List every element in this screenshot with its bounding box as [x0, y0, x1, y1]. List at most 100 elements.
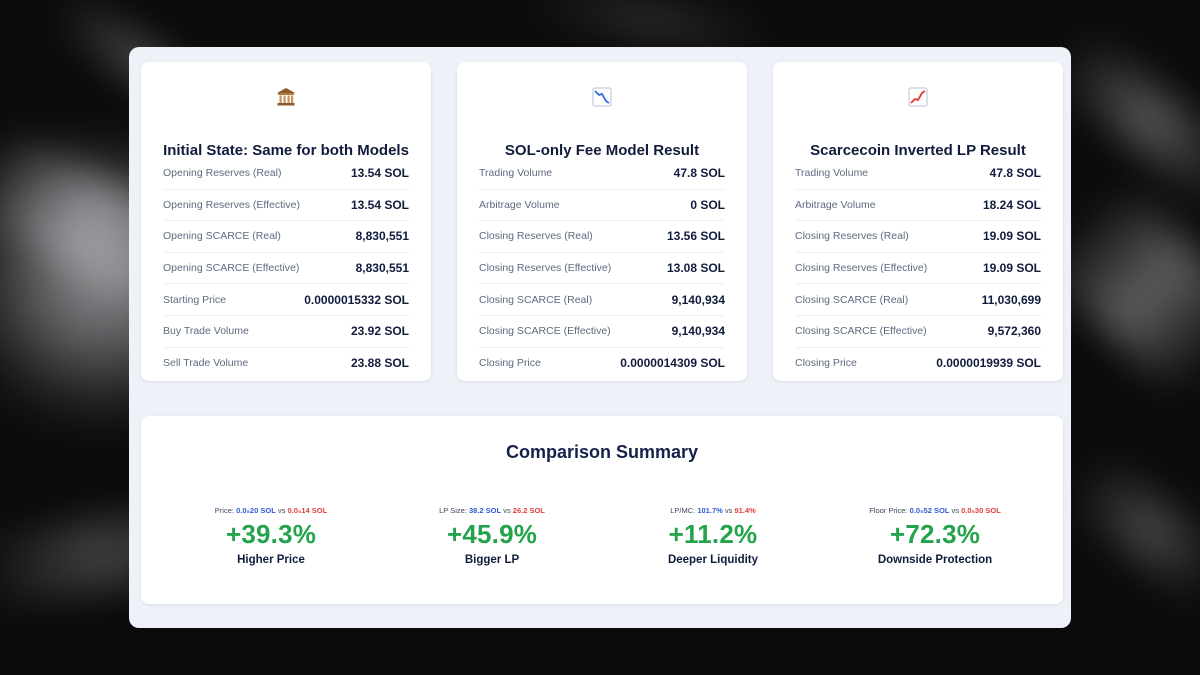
metric-comparison: Floor Price: 0.0₅52 SOL vs 0.0₅30 SOL: [835, 506, 1035, 515]
stat-value: 18.24 SOL: [982, 197, 1041, 212]
stat-row: Opening Reserves (Real) 13.54 SOL: [163, 158, 409, 190]
metric-vs: vs: [724, 506, 733, 515]
metric-percentage: +72.3%: [889, 519, 981, 549]
stat-row: Opening Reserves (Effective) 13.54 SOL: [163, 190, 409, 222]
chart-increasing-icon: [773, 86, 1063, 110]
stat-label: Closing Reserves (Real): [795, 230, 909, 243]
stat-value: 13.54 SOL: [350, 197, 409, 212]
card-title: Initial State: Same for both Models: [163, 142, 409, 159]
chart-decreasing-icon: [457, 86, 747, 110]
stat-label: Trading Volume: [479, 167, 553, 180]
stat-label: Closing Reserves (Effective): [795, 262, 928, 275]
card-title: SOL-only Fee Model Result: [504, 142, 700, 159]
metric-value-b: 0.0₅14 SOL: [287, 506, 328, 515]
sol-only-fee-card: SOL-only Fee Model Result Trading Volume…: [457, 62, 747, 381]
metric-value-b: 0.0₅30 SOL: [961, 506, 1001, 515]
stat-label: Closing SCARCE (Effective): [795, 325, 927, 338]
metric-comparison: LP Size: 38.2 SOL vs 26.2 SOL: [392, 506, 592, 515]
comparison-summary-card: Comparison Summary Price: 0.0₅20 SOL vs …: [141, 416, 1063, 604]
stat-label: Closing SCARCE (Effective): [479, 325, 611, 338]
card-title: Scarcecoin Inverted LP Result: [810, 142, 1026, 159]
metric-downside-protection: Floor Price: 0.0₅52 SOL vs 0.0₅30 SOL +7…: [835, 506, 1035, 566]
stat-value: 23.88 SOL: [350, 355, 409, 370]
metric-value-a: 38.2 SOL: [468, 506, 502, 515]
stat-row: Closing SCARCE (Effective) 9,140,934: [479, 316, 725, 348]
stat-value: 47.8 SOL: [989, 166, 1041, 181]
metric-percentage: +39.3%: [225, 519, 317, 549]
stat-row: Starting Price 0.0000015332 SOL: [163, 284, 409, 316]
stat-label: Arbitrage Volume: [479, 198, 560, 211]
stat-value: 23.92 SOL: [350, 324, 409, 339]
metric-prefix: LP Size:: [439, 506, 467, 515]
metric-prefix: Floor Price:: [869, 506, 908, 515]
stat-value: 9,572,360: [987, 324, 1041, 339]
metric-vs: vs: [951, 506, 959, 515]
bank-icon: [141, 86, 431, 110]
stat-value: 19.09 SOL: [982, 229, 1041, 244]
stat-value: 9,140,934: [671, 324, 725, 339]
stat-label: Opening SCARCE (Effective): [163, 262, 300, 275]
stat-row: Trading Volume 47.8 SOL: [479, 158, 725, 190]
stat-label: Closing SCARCE (Real): [479, 293, 593, 306]
initial-state-card: Initial State: Same for both Models Open…: [141, 62, 431, 381]
stat-value: 13.08 SOL: [666, 261, 725, 276]
stat-row: Sell Trade Volume 23.88 SOL: [163, 348, 409, 379]
metric-prefix: Price:: [214, 506, 234, 515]
metric-percentage: +45.9%: [446, 519, 538, 549]
metric-value-a: 101.7%: [697, 506, 723, 515]
metric-higher-price: Price: 0.0₅20 SOL vs 0.0₅14 SOL +39.3% H…: [171, 506, 371, 566]
metric-deeper-liquidity: LP/MC: 101.7% vs 91.4% +11.2% Deeper Liq…: [613, 506, 813, 566]
stat-value: 13.56 SOL: [666, 229, 725, 244]
metric-vs: vs: [503, 506, 511, 515]
metric-value-b: 91.4%: [734, 506, 756, 515]
stat-label: Trading Volume: [795, 167, 869, 180]
metric-name: Deeper Liquidity: [667, 554, 759, 566]
stat-row: Opening SCARCE (Effective) 8,830,551: [163, 253, 409, 285]
metric-percentage: +11.2%: [668, 519, 758, 549]
stat-row: Buy Trade Volume 23.92 SOL: [163, 316, 409, 348]
metric-prefix: LP/MC:: [670, 506, 696, 515]
stat-label: Closing Price: [795, 356, 857, 369]
stat-value: 47.8 SOL: [673, 166, 725, 181]
main-panel: Initial State: Same for both Models Open…: [129, 47, 1071, 628]
stat-value: 8,830,551: [355, 229, 409, 244]
stat-label: Arbitrage Volume: [795, 198, 876, 211]
metric-name: Bigger LP: [464, 554, 520, 566]
stat-value: 19.09 SOL: [982, 261, 1041, 276]
metric-value-a: 0.0₅20 SOL: [236, 506, 276, 515]
stat-value: 0.0000019939 SOL: [936, 355, 1041, 370]
stat-label: Closing Price: [479, 356, 541, 369]
metric-value-b: 26.2 SOL: [512, 506, 545, 515]
metric-name: Downside Protection: [877, 554, 993, 566]
stat-value: 0.0000015332 SOL: [304, 292, 409, 307]
stat-label: Opening Reserves (Effective): [163, 198, 300, 211]
stat-row: Closing Reserves (Real) 13.56 SOL: [479, 221, 725, 253]
stat-label: Closing SCARCE (Real): [795, 293, 909, 306]
stat-label: Sell Trade Volume: [163, 356, 249, 369]
stat-label: Closing Reserves (Real): [479, 230, 593, 243]
metric-bigger-lp: LP Size: 38.2 SOL vs 26.2 SOL +45.9% Big…: [392, 506, 592, 566]
stat-row: Closing Price 0.0000014309 SOL: [479, 348, 725, 379]
stat-label: Starting Price: [163, 293, 227, 306]
metric-name: Higher Price: [237, 554, 305, 566]
stat-value: 8,830,551: [355, 261, 409, 276]
stat-row: Opening SCARCE (Real) 8,830,551: [163, 221, 409, 253]
stat-value: 0.0000014309 SOL: [620, 355, 725, 370]
stat-row: Arbitrage Volume 18.24 SOL: [795, 190, 1041, 222]
stat-label: Buy Trade Volume: [163, 325, 249, 338]
metric-value-a: 0.0₅52 SOL: [909, 506, 950, 515]
stat-value: 9,140,934: [671, 292, 725, 307]
stat-row: Closing SCARCE (Real) 9,140,934: [479, 284, 725, 316]
metric-comparison: LP/MC: 101.7% vs 91.4%: [613, 506, 813, 515]
stat-row: Closing SCARCE (Effective) 9,572,360: [795, 316, 1041, 348]
stat-row: Closing SCARCE (Real) 11,030,699: [795, 284, 1041, 316]
summary-title: Comparison Summary: [505, 442, 699, 462]
stat-value: 11,030,699: [981, 292, 1041, 307]
metric-comparison: Price: 0.0₅20 SOL vs 0.0₅14 SOL: [171, 506, 371, 515]
stat-label: Opening Reserves (Real): [163, 167, 282, 180]
scarcecoin-lp-card: Scarcecoin Inverted LP Result Trading Vo…: [773, 62, 1063, 381]
stat-row: Arbitrage Volume 0 SOL: [479, 190, 725, 222]
stat-value: 13.54 SOL: [350, 166, 409, 181]
stat-row: Closing Reserves (Effective) 13.08 SOL: [479, 253, 725, 285]
stat-value: 0 SOL: [690, 197, 725, 212]
